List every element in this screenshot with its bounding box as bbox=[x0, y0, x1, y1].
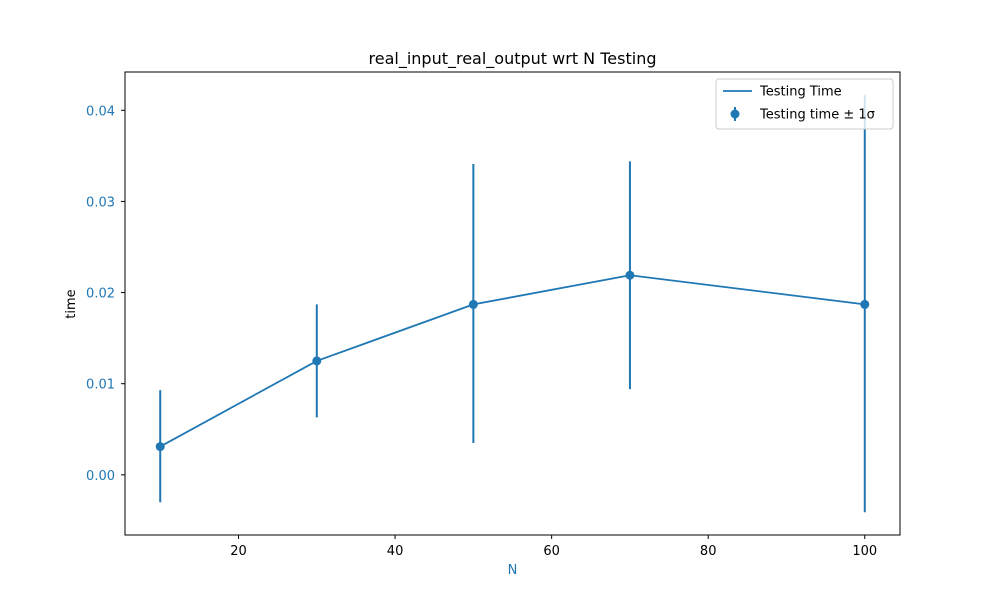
data-point bbox=[312, 356, 322, 366]
y-tick-label: 0.01 bbox=[86, 378, 115, 393]
data-point bbox=[155, 442, 165, 452]
plot-area bbox=[155, 94, 870, 513]
data-point bbox=[468, 299, 478, 309]
chart-title: real_input_real_output wrt N Testing bbox=[369, 49, 657, 69]
x-tick-label: 80 bbox=[700, 544, 717, 559]
y-tick-label: 0.02 bbox=[86, 287, 115, 302]
x-tick-label: 20 bbox=[230, 544, 247, 559]
legend-label-errorbar: Testing time ± 1σ bbox=[759, 108, 875, 123]
plot-frame bbox=[124, 71, 901, 536]
data-point bbox=[860, 299, 870, 309]
legend-point-swatch bbox=[730, 109, 740, 119]
legend: Testing Time Testing time ± 1σ bbox=[715, 78, 894, 130]
y-tick-label: 0.00 bbox=[86, 469, 115, 484]
x-tick-label: 60 bbox=[543, 544, 560, 559]
y-tick-label: 0.03 bbox=[86, 195, 115, 210]
series-line bbox=[159, 274, 865, 448]
y-tick-label: 0.04 bbox=[86, 104, 115, 119]
legend-box bbox=[715, 78, 894, 130]
x-axis-label: N bbox=[508, 563, 518, 578]
x-tick-label: 40 bbox=[387, 544, 404, 559]
legend-label-line: Testing Time bbox=[759, 85, 842, 100]
data-point bbox=[625, 270, 635, 280]
y-axis-label: time bbox=[64, 289, 79, 318]
x-tick-label: 100 bbox=[852, 544, 877, 559]
